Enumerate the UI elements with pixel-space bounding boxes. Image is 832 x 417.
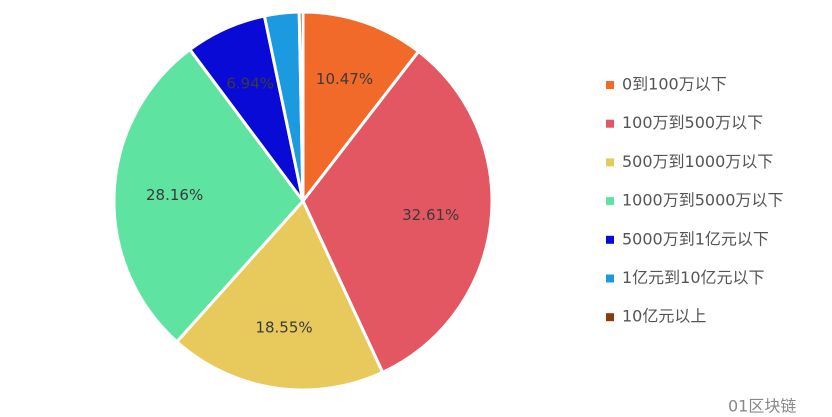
- data-label: 10.47%: [316, 70, 373, 88]
- legend-swatch: [606, 119, 614, 128]
- legend-label: 100万到500万以下: [622, 113, 763, 132]
- legend-label: 0到100万以下: [622, 75, 727, 94]
- pie-slice: [301, 10, 421, 206]
- legend-swatch: [606, 158, 614, 167]
- legend-swatch: [606, 81, 614, 89]
- pie-slice: [174, 198, 385, 392]
- legend-label: 1亿元到10亿元以下: [622, 268, 765, 287]
- legend-swatch: [606, 235, 614, 244]
- pie-slice: [297, 10, 305, 202]
- data-label: 32.61%: [402, 206, 459, 224]
- legend-label: 10亿元以上: [622, 307, 706, 326]
- watermark: 01区块链: [728, 397, 796, 416]
- legend-swatch: [606, 274, 614, 283]
- legend-swatch: [606, 313, 614, 322]
- pie-slice: [112, 47, 305, 344]
- pie-slice: [301, 49, 494, 375]
- legend-label: 1000万到5000万以下: [622, 191, 783, 210]
- legend-label: 5000万到1亿元以下: [622, 229, 769, 248]
- data-label: 6.94%: [226, 74, 274, 92]
- data-label: 28.16%: [146, 186, 203, 204]
- data-label: 18.55%: [255, 319, 312, 337]
- legend-label: 500万到1000万以下: [622, 152, 773, 171]
- legend-swatch: [606, 197, 614, 206]
